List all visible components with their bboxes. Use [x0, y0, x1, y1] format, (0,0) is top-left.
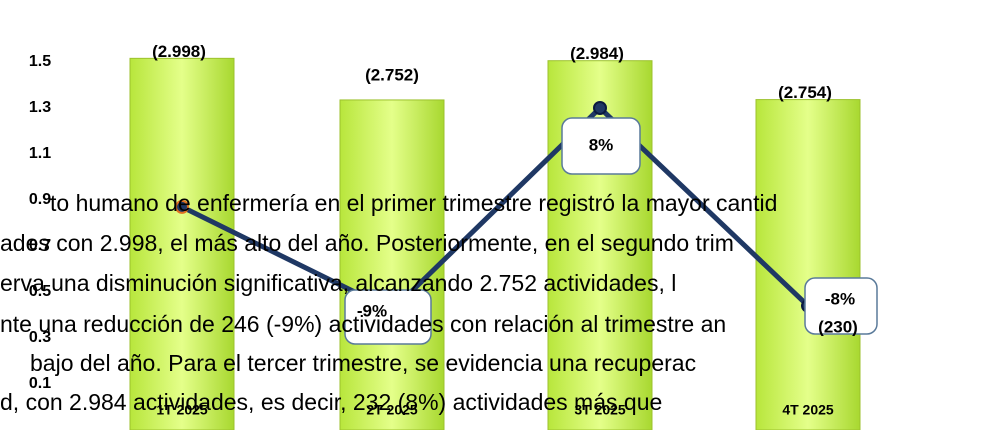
- line-marker: [593, 101, 607, 115]
- paragraph-line: to humano de enfermería en el primer tri…: [50, 190, 777, 216]
- y-tick-label: 0.7: [29, 237, 51, 254]
- paragraph-line: nte una reducción de 246 (-9%) actividad…: [0, 311, 726, 337]
- x-tick-label: 4T 2025: [782, 402, 834, 418]
- y-tick-label: 0.9: [29, 191, 51, 208]
- paragraph-line: bajo del año. Para el tercer trimestre, …: [30, 350, 696, 376]
- y-tick-label: 0.1: [29, 375, 51, 392]
- annotation: (230): [818, 317, 858, 336]
- y-tick-label: 1.5: [29, 53, 51, 70]
- bar-value-label: (2.998): [152, 42, 206, 61]
- y-tick-label: 0.5: [29, 283, 51, 300]
- x-tick-label: 2T 2025: [366, 402, 418, 418]
- annotation-box: [804, 277, 878, 335]
- y-tick-label: 1.3: [29, 99, 51, 116]
- annotation: -9%: [357, 301, 387, 320]
- bar-value-label: (2.752): [365, 65, 419, 84]
- bar-value-label: (2.984): [570, 44, 624, 63]
- y-tick-label: 1.1: [29, 145, 51, 162]
- bar-value-label: (2.754): [778, 83, 832, 102]
- y-tick-label: 0.3: [29, 329, 51, 346]
- paragraph-line: ades con 2.998, el más alto del año. Pos…: [0, 230, 734, 256]
- bar: [339, 99, 445, 430]
- x-tick-label: 1T 2025: [156, 402, 208, 418]
- annotation-box: [344, 289, 432, 345]
- paragraph-line: d, con 2.984 actividades, es decir, 232 …: [0, 389, 662, 415]
- line: [180, 104, 810, 314]
- x-tick-label: 3T 2025: [574, 402, 626, 418]
- line-marker: [175, 199, 189, 214]
- annotation-box: [561, 117, 641, 175]
- paragraph-line: erva una disminución significativa, alca…: [0, 270, 676, 296]
- annotation: 8%: [589, 135, 614, 154]
- bar: [755, 99, 861, 430]
- annotation: -8%: [825, 289, 855, 308]
- bar: [129, 57, 235, 430]
